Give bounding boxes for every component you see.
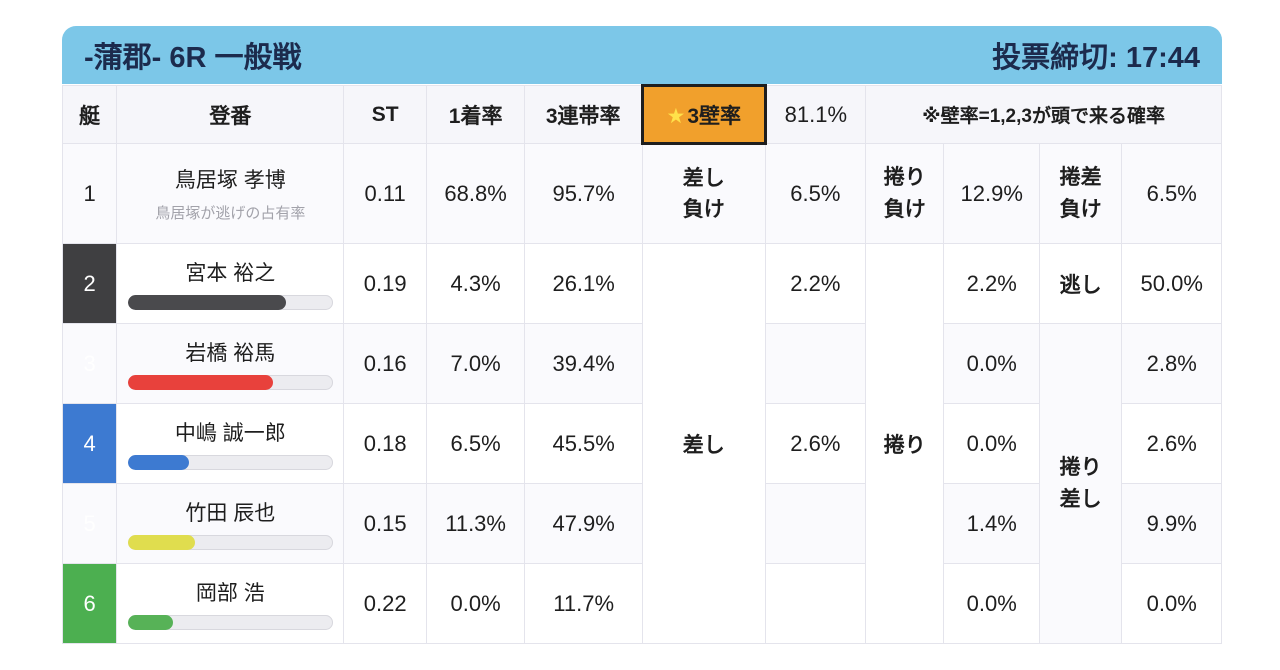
col-header-boat: 艇 <box>61 85 118 144</box>
win1-value-5: 11.3% <box>425 483 526 564</box>
makuri-make-value-1: 12.9% <box>943 143 1040 244</box>
share-bar-fill-2 <box>127 295 286 310</box>
win1-value-1: 68.8% <box>425 143 526 244</box>
st-value-5: 0.15 <box>343 483 427 564</box>
sashi-value-2: 2.2% <box>764 243 867 324</box>
racer-cell-3: 岩橋 裕馬 <box>116 323 345 404</box>
top3-value-2: 26.1% <box>524 243 643 324</box>
star-icon: ★ <box>666 104 686 128</box>
kimarite-makuri-merged: 捲り <box>865 243 945 644</box>
makurizashi-value-3: 2.8% <box>1121 323 1222 404</box>
kimarite-makuri-make-1: 捲り 負け <box>865 143 945 244</box>
share-bar-fill-6 <box>127 615 173 630</box>
col-header-top3: 3連帯率 <box>524 85 643 144</box>
makurizashi-value-5: 9.9% <box>1121 483 1222 564</box>
racer-cell-6: 岡部 浩 <box>116 563 345 644</box>
kimarite-sashi-make-1: 差し 負け <box>641 143 766 244</box>
top3-value-3: 39.4% <box>524 323 643 404</box>
race-title: -蒲郡- 6R 一般戦 <box>84 42 302 74</box>
kimarite-nigashi-2: 逃し <box>1038 243 1123 324</box>
share-bar-fill-4 <box>127 455 190 470</box>
racer-cell-4: 中嶋 誠一郎 <box>116 403 345 484</box>
share-bar-fill-5 <box>127 535 196 550</box>
boat-number-2: 2 <box>61 243 118 324</box>
top3-value-6: 11.7% <box>524 563 643 644</box>
st-value-1: 0.11 <box>343 143 427 244</box>
sashi-value-3 <box>764 323 867 404</box>
win1-value-3: 7.0% <box>425 323 526 404</box>
boat-number-6: 6 <box>61 563 118 644</box>
wall-rate-note: ※壁率=1,2,3が頭で来る確率 <box>865 85 1222 144</box>
racer-cell-5: 竹田 辰也 <box>116 483 345 564</box>
st-value-4: 0.18 <box>343 403 427 484</box>
racer-name-5: 竹田 辰也 <box>185 502 276 525</box>
share-bar-6 <box>127 615 333 630</box>
racer-name-4: 中嶋 誠一郎 <box>174 422 286 445</box>
racer-name-1: 鳥居塚 孝博 <box>174 169 286 192</box>
top3-value-4: 45.5% <box>524 403 643 484</box>
top3-value-5: 47.9% <box>524 483 643 564</box>
makuri-value-5: 1.4% <box>943 483 1040 564</box>
win1-value-6: 0.0% <box>425 563 526 644</box>
stats-table: 艇 登番 ST 1着率 3連帯率 ★3壁率 81.1% ※壁率=1,2,3が頭で… <box>61 84 1222 644</box>
makurizashi-make-value-1: 6.5% <box>1121 143 1222 244</box>
col-header-st: ST <box>343 85 427 144</box>
wall-rate-label: 3壁率 <box>687 104 742 128</box>
racer-row-2: 2 宮本 裕之 0.19 4.3% 26.1% 差し 2.2% 捲り 2.2% … <box>61 243 1222 644</box>
col-header-racer: 登番 <box>116 85 345 144</box>
boat-number-1: 1 <box>61 143 118 244</box>
racer-row-4: 4 中嶋 誠一郎 0.18 6.5% 45.5% 2.6% 0.0% 2.6% <box>61 403 1222 484</box>
makuri-value-6: 0.0% <box>943 563 1040 644</box>
makuri-value-4: 0.0% <box>943 403 1040 484</box>
share-bar-2 <box>127 295 333 310</box>
header-row: 艇 登番 ST 1着率 3連帯率 ★3壁率 81.1% ※壁率=1,2,3が頭で… <box>61 84 1222 145</box>
race-card: -蒲郡- 6R 一般戦 投票締切: 17:44 艇 登番 ST 1着率 3連帯率… <box>61 26 1222 644</box>
nigashi-value-2: 50.0% <box>1121 243 1222 324</box>
kimarite-sashi-merged: 差し <box>641 243 766 644</box>
kimarite-makurizashi-make-1: 捲差 負け <box>1038 143 1123 244</box>
racer-name-3: 岩橋 裕馬 <box>185 342 276 365</box>
makuri-value-3: 0.0% <box>943 323 1040 404</box>
sashi-value-6 <box>764 563 867 644</box>
racer-cell-1: 鳥居塚 孝博 鳥居塚が逃げの占有率 <box>116 143 345 244</box>
racer-row-6: 6 岡部 浩 0.22 0.0% 11.7% 0.0% 0.0% <box>61 563 1222 644</box>
share-bar-fill-3 <box>127 375 274 390</box>
racer-name-2: 宮本 裕之 <box>185 262 276 285</box>
sashi-value-5 <box>764 483 867 564</box>
vote-deadline: 投票締切: 17:44 <box>992 42 1200 74</box>
col-header-win1: 1着率 <box>425 85 526 144</box>
boat-number-4: 4 <box>61 403 118 484</box>
wall-rate-button[interactable]: ★3壁率 <box>640 84 767 145</box>
racer-subtitle-1: 鳥居塚が逃げの占有率 <box>155 205 306 222</box>
st-value-6: 0.22 <box>343 563 427 644</box>
st-value-2: 0.19 <box>343 243 427 324</box>
makuri-value-2: 2.2% <box>943 243 1040 324</box>
win1-value-4: 6.5% <box>425 403 526 484</box>
racer-row-3: 3 岩橋 裕馬 0.16 7.0% 39.4% 0.0% 捲り 差し 2.8% <box>61 323 1222 644</box>
wall-rate-value: 81.1% <box>764 85 867 144</box>
sashi-make-value-1: 6.5% <box>764 143 867 244</box>
makurizashi-value-4: 2.6% <box>1121 403 1222 484</box>
share-bar-3 <box>127 375 333 390</box>
titlebar: -蒲郡- 6R 一般戦 投票締切: 17:44 <box>62 26 1222 84</box>
racer-cell-2: 宮本 裕之 <box>116 243 345 324</box>
racer-name-6: 岡部 浩 <box>195 582 265 605</box>
racer-row-1: 1 鳥居塚 孝博 鳥居塚が逃げの占有率 0.11 68.8% 95.7% 差し … <box>61 143 1222 244</box>
boat-number-5: 5 <box>61 483 118 564</box>
win1-value-2: 4.3% <box>425 243 526 324</box>
share-bar-4 <box>127 455 333 470</box>
top3-value-1: 95.7% <box>524 143 643 244</box>
racer-row-5: 5 竹田 辰也 0.15 11.3% 47.9% 1.4% 9.9% <box>61 483 1222 564</box>
sashi-value-4: 2.6% <box>764 403 867 484</box>
st-value-3: 0.16 <box>343 323 427 404</box>
makurizashi-value-6: 0.0% <box>1121 563 1222 644</box>
kimarite-makurizashi-merged: 捲り 差し <box>1038 323 1123 644</box>
boat-number-3: 3 <box>61 323 118 404</box>
share-bar-5 <box>127 535 333 550</box>
